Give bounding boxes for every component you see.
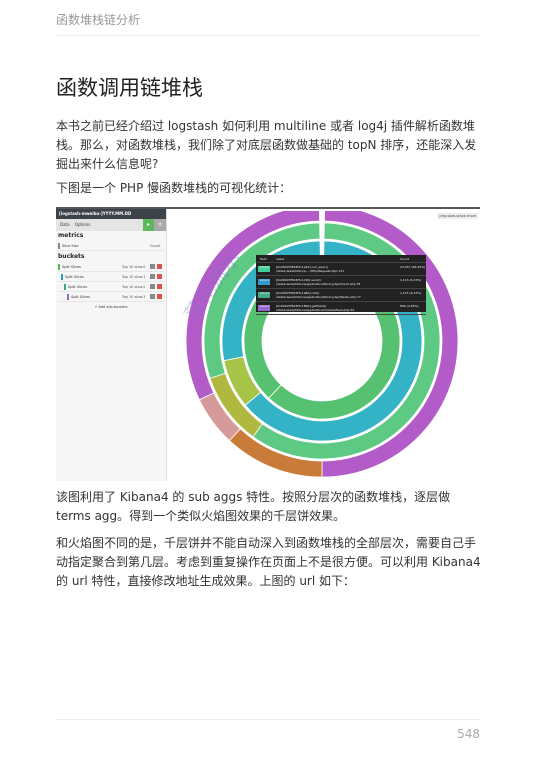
tab-options[interactable]: Options: [74, 222, 91, 227]
bucket-row[interactable]: Split Slices Top 10 slow.0: [58, 263, 164, 272]
tooltip-field: slow.1: [260, 278, 270, 282]
bucket-value: Top 10 slow.1: [122, 275, 146, 279]
sunburst-slice-slow.3-3[interactable]: [185, 209, 321, 401]
bucket-label: Split Slices: [65, 275, 84, 279]
tooltip-header-count: Count: [400, 257, 409, 261]
tooltip-value: [0x00007f8d4f3c1c50] send() /data1/www/h…: [276, 278, 361, 286]
chart-tooltip: field value Count slow.0 [0x00007f8d4f3c…: [256, 255, 426, 315]
bucket-label: Split Slices: [68, 285, 87, 289]
bucket-remove-icon[interactable]: [157, 274, 162, 279]
figure-intro-paragraph: 下图是一个 PHP 慢函数堆栈的可视化统计：: [56, 181, 292, 195]
bucket-row[interactable]: Split Slices Top 10 slow.3: [58, 293, 164, 302]
tooltip-count: 1,115 (6.15%): [400, 291, 422, 295]
visualization-title: php-slow-stack-trace: [437, 213, 478, 219]
metric-label: Slice Size: [62, 244, 79, 248]
tooltip-count: 896 (4.95%): [400, 304, 419, 308]
bucket-row[interactable]: Split Slices Top 10 slow.2: [58, 283, 164, 292]
section-heading: 函数调用链堆栈: [56, 76, 203, 100]
bucket-remove-icon[interactable]: [157, 284, 162, 289]
bucket-toggle-icon[interactable]: [150, 294, 155, 299]
buckets-title: buckets: [58, 253, 85, 260]
header-divider: [56, 35, 480, 36]
tooltip-count: 23,037 (65.93%): [400, 265, 426, 269]
figure-explanation-paragraph: 该图利用了 Kibana4 的 sub aggs 特性。按照分层次的函数堆栈，逐…: [56, 490, 451, 523]
running-header: 函数堆栈链分析: [56, 13, 141, 27]
index-pattern-label: [logstash-mweibo-]YYYY.MM.DD: [56, 209, 166, 219]
tooltip-swatch: [258, 279, 270, 285]
bucket-color-bar: [67, 294, 69, 300]
sunburst-slice-slow.2-2[interactable]: [203, 222, 321, 379]
bucket-row[interactable]: Split Slices Top 10 slow.1: [58, 273, 164, 282]
tooltip-value: [0x00007f8d4f3c18b0] getFeed() /data1/ww…: [276, 304, 355, 312]
tooltip-row: slow.0 [0x00007f8d4f3c1e20] curl_exec() …: [256, 263, 426, 276]
tooltip-swatch: [258, 305, 270, 311]
bucket-value: Top 10 slow.0: [122, 265, 146, 269]
metrics-title: metrics: [58, 232, 84, 239]
bucket-label: Split Slices: [71, 295, 90, 299]
bucket-color-bar: [58, 264, 60, 270]
add-sub-buckets-button[interactable]: + Add sub-buckets: [94, 305, 128, 309]
tooltip-field: slow.0: [260, 265, 270, 269]
tooltip-row: slow.2 [0x00007f8d4f3c1a80] call() /data…: [256, 289, 426, 302]
kibana-screenshot-figure: [logstash-mweibo-]YYYY.MM.DD Data Option…: [56, 207, 480, 481]
footer-divider: [56, 719, 480, 720]
tooltip-swatch: [258, 266, 270, 272]
comparison-paragraph: 和火焰图不同的是，千层饼并不能自动深入到函数堆栈的全部层次，需要自己手动指定聚合…: [56, 536, 481, 588]
tooltip-header-value: value: [276, 257, 285, 261]
bucket-color-bar: [61, 274, 63, 280]
sunburst-slice-slow.1-0[interactable]: [244, 240, 423, 442]
tooltip-header-field: field: [260, 257, 267, 261]
bucket-toggle-icon[interactable]: [150, 264, 155, 269]
tooltip-row: slow.3 [0x00007f8d4f3c18b0] getFeed() /d…: [256, 302, 426, 315]
page-number: 548: [457, 727, 480, 741]
tooltip-count: 1,113 (6.15%): [400, 278, 422, 282]
tooltip-value: [0x00007f8d4f3c1e20] curl_exec() /data1/…: [276, 265, 345, 273]
tab-data[interactable]: Data: [60, 222, 70, 227]
bucket-value: Top 10 slow.2: [122, 285, 146, 289]
play-icon[interactable]: ▸: [143, 219, 154, 231]
intro-paragraph: 本书之前已经介绍过 logstash 如何利用 multiline 或者 log…: [56, 119, 477, 171]
metric-row[interactable]: Slice Size Count: [58, 242, 164, 251]
tooltip-row: slow.1 [0x00007f8d4f3c1c50] send() /data…: [256, 276, 426, 289]
bucket-remove-icon[interactable]: [157, 264, 162, 269]
metric-value: Count: [150, 244, 161, 248]
tooltip-value: [0x00007f8d4f3c1a80] call() /data1/www/h…: [276, 291, 361, 299]
tooltip-field: slow.3: [260, 304, 270, 308]
bucket-value: Top 10 slow.3: [122, 295, 146, 299]
sidebar-tabs: Data Options ▸ ×: [56, 219, 166, 231]
bucket-label: Split Slices: [62, 265, 81, 269]
visualize-sidebar: [logstash-mweibo-]YYYY.MM.DD Data Option…: [56, 209, 167, 481]
bucket-remove-icon[interactable]: [157, 294, 162, 299]
bucket-toggle-icon[interactable]: [150, 274, 155, 279]
tooltip-swatch: [258, 292, 270, 298]
metric-color-bar: [58, 243, 60, 249]
tooltip-header: field value Count: [256, 255, 426, 263]
bucket-color-bar: [64, 284, 66, 290]
tooltip-field: slow.2: [260, 291, 270, 295]
close-icon[interactable]: ×: [154, 219, 166, 231]
bucket-toggle-icon[interactable]: [150, 284, 155, 289]
